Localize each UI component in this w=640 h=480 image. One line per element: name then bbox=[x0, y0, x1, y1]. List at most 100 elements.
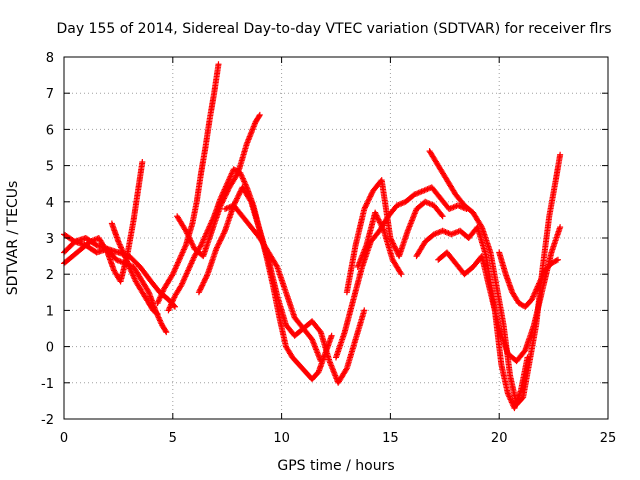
data-point bbox=[367, 193, 374, 200]
data-point bbox=[256, 111, 263, 118]
data-point bbox=[217, 237, 224, 244]
data-point bbox=[378, 222, 385, 229]
data-point bbox=[215, 241, 222, 248]
data-point bbox=[198, 283, 205, 290]
data-point bbox=[256, 113, 263, 120]
data-point bbox=[223, 189, 230, 196]
data-point bbox=[201, 276, 208, 283]
y-tick-label: 1 bbox=[46, 304, 54, 319]
data-point bbox=[392, 246, 399, 253]
data-point bbox=[234, 194, 241, 201]
data-point bbox=[218, 201, 225, 208]
data-point bbox=[199, 282, 206, 289]
data-point bbox=[390, 241, 397, 248]
data-point bbox=[188, 238, 195, 245]
series-track-11 bbox=[343, 177, 446, 296]
data-point bbox=[188, 240, 195, 247]
y-tick-label: 7 bbox=[46, 87, 54, 102]
x-tick-label: 25 bbox=[600, 431, 617, 446]
data-point bbox=[361, 206, 368, 213]
data-point bbox=[197, 286, 204, 293]
data-point bbox=[139, 158, 146, 165]
tick-labels: 0 5 10 15 20 25 -2 -1 0 1 2 3 4 5 6 7 8 bbox=[41, 51, 616, 446]
data-point bbox=[398, 271, 405, 278]
y-tick-label: -1 bbox=[41, 377, 54, 392]
data-point bbox=[377, 220, 384, 227]
data-point bbox=[372, 211, 379, 218]
data-point bbox=[197, 285, 204, 292]
data-points bbox=[61, 61, 564, 412]
data-point bbox=[217, 202, 224, 209]
data-point bbox=[553, 257, 560, 264]
data-point bbox=[199, 280, 206, 287]
data-point bbox=[374, 215, 381, 222]
y-tick-label: 2 bbox=[46, 268, 54, 283]
data-point bbox=[524, 354, 531, 361]
series-track-9 bbox=[222, 202, 324, 365]
data-point bbox=[222, 192, 229, 199]
data-point bbox=[379, 224, 386, 231]
data-point bbox=[145, 287, 152, 294]
series-track-7 bbox=[174, 111, 263, 260]
data-point bbox=[221, 229, 228, 236]
data-point bbox=[200, 279, 207, 286]
data-point bbox=[363, 200, 370, 207]
data-point bbox=[389, 239, 396, 246]
data-point bbox=[183, 229, 190, 236]
data-point bbox=[365, 197, 372, 204]
data-point bbox=[368, 190, 375, 197]
data-point bbox=[163, 329, 170, 336]
data-point bbox=[235, 192, 242, 199]
data-point bbox=[182, 227, 189, 234]
data-point bbox=[221, 195, 228, 202]
data-point bbox=[378, 223, 385, 230]
x-tick-label: 10 bbox=[273, 431, 290, 446]
y-tick-label: 8 bbox=[46, 51, 54, 66]
data-point bbox=[219, 199, 226, 206]
data-point bbox=[376, 218, 383, 225]
data-point bbox=[234, 171, 241, 178]
data-point bbox=[367, 192, 374, 199]
data-point bbox=[218, 234, 225, 241]
data-point bbox=[218, 236, 225, 243]
data-point bbox=[392, 244, 399, 251]
series-track-10 bbox=[333, 184, 470, 361]
y-axis-label: SDTVAR / TECUs bbox=[5, 181, 21, 296]
data-point bbox=[361, 307, 368, 314]
x-tick-label: 0 bbox=[60, 431, 68, 446]
x-tick-label: 5 bbox=[169, 431, 177, 446]
axis-ticks bbox=[63, 56, 609, 420]
data-point bbox=[201, 278, 208, 285]
data-point bbox=[202, 275, 209, 282]
data-point bbox=[439, 213, 446, 220]
data-point bbox=[189, 241, 196, 248]
data-point bbox=[478, 222, 485, 229]
data-point bbox=[366, 194, 373, 201]
data-point bbox=[317, 358, 324, 365]
data-point bbox=[328, 332, 335, 339]
data-point bbox=[220, 230, 227, 237]
data-point bbox=[365, 196, 372, 203]
x-axis-label: GPS time / hours bbox=[277, 458, 394, 474]
data-point bbox=[221, 194, 228, 201]
data-point bbox=[388, 237, 395, 244]
data-point bbox=[554, 256, 561, 263]
data-point bbox=[438, 212, 445, 219]
data-point bbox=[557, 224, 564, 231]
data-point bbox=[375, 216, 382, 223]
data-point bbox=[162, 327, 169, 334]
data-point bbox=[247, 197, 254, 204]
data-point bbox=[213, 245, 220, 252]
data-point bbox=[187, 237, 194, 244]
data-point bbox=[234, 195, 241, 202]
y-tick-label: 0 bbox=[46, 341, 54, 356]
data-point bbox=[153, 310, 160, 317]
data-point bbox=[154, 311, 161, 318]
data-point bbox=[232, 198, 239, 205]
y-tick-label: 6 bbox=[46, 123, 54, 138]
data-point bbox=[214, 243, 221, 250]
data-point bbox=[557, 151, 564, 158]
data-point bbox=[363, 201, 370, 208]
